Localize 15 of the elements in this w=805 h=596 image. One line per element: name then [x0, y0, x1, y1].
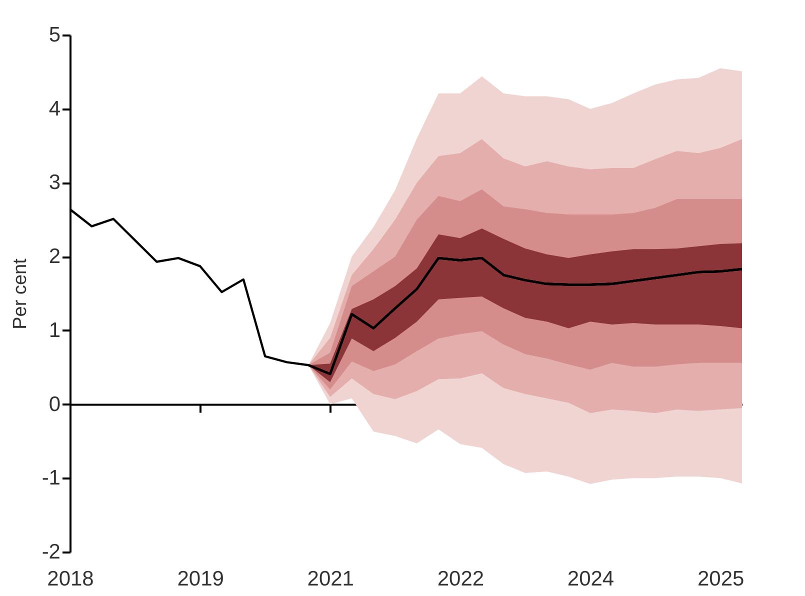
y-tick-label: 3	[48, 171, 60, 194]
y-tick-label: -1	[42, 466, 60, 490]
x-tick-label: 2018	[47, 568, 94, 590]
y-tick-label: 0	[48, 392, 60, 416]
x-tick-label: 2024	[567, 568, 614, 590]
x-tick-label: 2025	[697, 568, 744, 590]
y-tick-label: 5	[48, 24, 60, 46]
y-tick-label: -2	[42, 540, 60, 564]
y-tick-label: 1	[48, 318, 60, 342]
x-tick-label: 2019	[177, 568, 224, 590]
x-tick-label: 2021	[307, 568, 354, 590]
y-tick-label: 4	[48, 97, 61, 120]
y-tick-label: 2	[48, 245, 60, 268]
y-axis-title: Per cent	[10, 258, 31, 330]
x-tick-label: 2022	[437, 568, 484, 590]
